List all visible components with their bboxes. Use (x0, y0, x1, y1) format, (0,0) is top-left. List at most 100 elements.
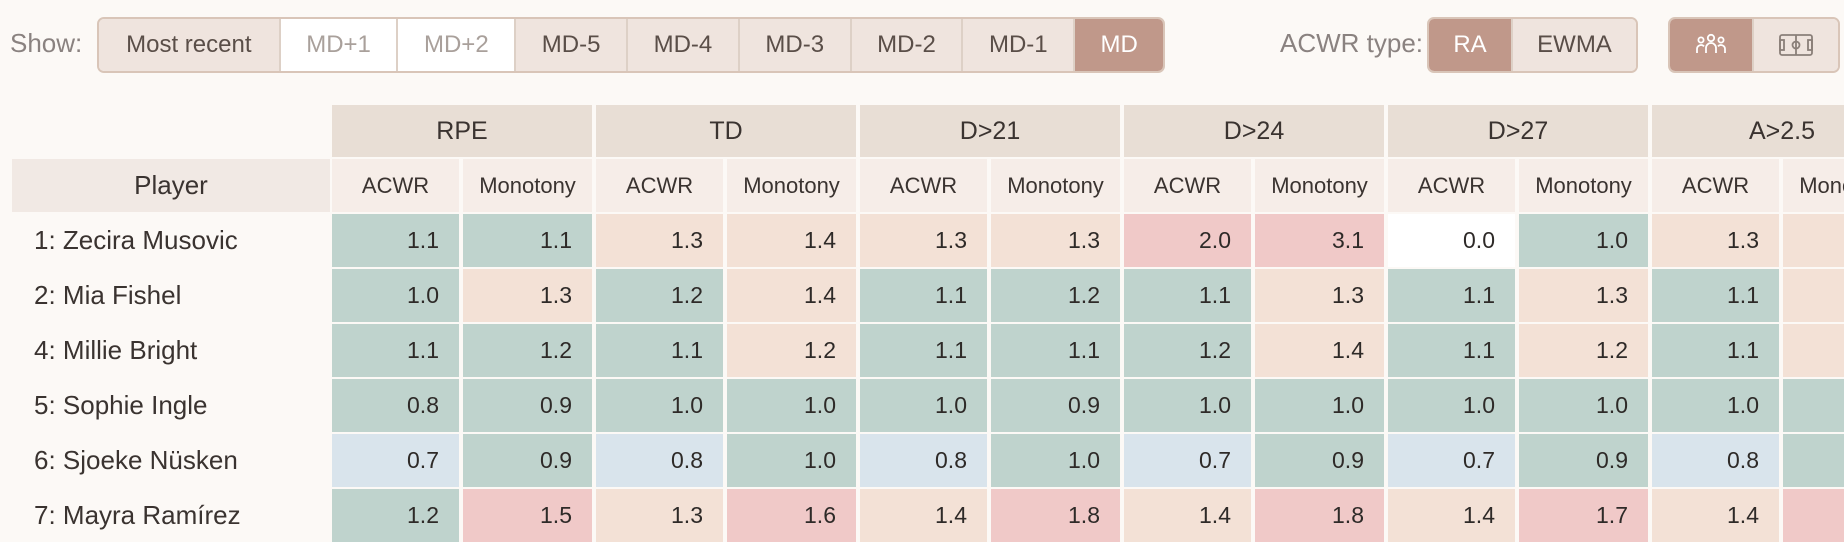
metric-cell[interactable]: 1.8 (991, 489, 1122, 542)
sub-header-monotony[interactable]: Monotony (1783, 159, 1844, 212)
metric-cell[interactable]: 1.4 (1652, 489, 1781, 542)
player-name[interactable]: 4: Millie Bright (12, 324, 330, 377)
player-name[interactable]: 7: Mayra Ramírez (12, 489, 330, 542)
acwr-option-ewma[interactable]: EWMA (1511, 19, 1636, 71)
metric-cell[interactable]: 1.3 (596, 214, 725, 267)
metric-cell[interactable]: 0.8 (596, 434, 725, 487)
metric-cell[interactable]: 1.4 (727, 269, 858, 322)
metric-cell[interactable]: 1.3 (991, 214, 1122, 267)
metric-cell[interactable]: 1.3 (463, 269, 594, 322)
group-header-td[interactable]: TD (596, 105, 858, 157)
metric-cell[interactable]: 1.8 (1255, 489, 1386, 542)
metric-cell[interactable]: 1.0 (727, 434, 858, 487)
metric-cell[interactable]: 1.0 (860, 379, 989, 432)
metric-cell[interactable]: 1.2 (463, 324, 594, 377)
metric-cell[interactable]: 0.7 (1124, 434, 1253, 487)
metric-cell[interactable]: 1.2 (596, 269, 725, 322)
metric-cell[interactable]: 0.8 (860, 434, 989, 487)
group-header-d-24[interactable]: D>24 (1124, 105, 1386, 157)
metric-cell[interactable] (1783, 269, 1844, 322)
metric-cell[interactable]: 1.1 (1652, 269, 1781, 322)
sub-header-acwr[interactable]: ACWR (1652, 159, 1781, 212)
team-view-button[interactable] (1670, 19, 1752, 71)
metric-cell[interactable]: 0.7 (1388, 434, 1517, 487)
metric-cell[interactable]: 0.7 (332, 434, 461, 487)
sub-header-monotony[interactable]: Monotony (463, 159, 594, 212)
sub-header-acwr[interactable]: ACWR (596, 159, 725, 212)
metric-cell[interactable]: 1.3 (596, 489, 725, 542)
metric-cell[interactable]: 1.4 (1124, 489, 1253, 542)
md-option-most-recent[interactable]: Most recent (99, 19, 279, 71)
metric-cell[interactable]: 1.1 (860, 269, 989, 322)
metric-cell[interactable]: 0.9 (463, 434, 594, 487)
metric-cell[interactable]: 1.2 (332, 489, 461, 542)
metric-cell[interactable]: 1.1 (332, 214, 461, 267)
metric-cell[interactable]: 1.1 (1652, 324, 1781, 377)
metric-cell[interactable]: 1.7 (1519, 489, 1650, 542)
metric-cell[interactable]: 1.0 (991, 434, 1122, 487)
md-option-md-3[interactable]: MD-3 (737, 19, 850, 71)
metric-cell[interactable]: 1.1 (596, 324, 725, 377)
metric-cell[interactable]: 0.8 (1652, 434, 1781, 487)
metric-cell[interactable]: 1.4 (1388, 489, 1517, 542)
group-header-rpe[interactable]: RPE (332, 105, 594, 157)
metric-cell[interactable]: 1.4 (860, 489, 989, 542)
md-option-md-2[interactable]: MD+2 (396, 19, 515, 71)
player-column-header[interactable]: Player (12, 159, 330, 212)
metric-cell[interactable]: 3.1 (1255, 214, 1386, 267)
metric-cell[interactable]: 1.3 (1519, 269, 1650, 322)
metric-cell[interactable]: 1.3 (1652, 214, 1781, 267)
metric-cell[interactable] (1783, 379, 1844, 432)
md-option-md[interactable]: MD (1073, 19, 1163, 71)
metric-cell[interactable]: 1.3 (1255, 269, 1386, 322)
metric-cell[interactable]: 1.0 (1652, 379, 1781, 432)
metric-cell[interactable] (1783, 214, 1844, 267)
metric-cell[interactable]: 1.1 (1388, 324, 1517, 377)
metric-cell[interactable]: 1.2 (1519, 324, 1650, 377)
metric-cell[interactable]: 1.1 (332, 324, 461, 377)
metric-cell[interactable]: 1.0 (727, 379, 858, 432)
metric-cell[interactable]: 1.1 (1124, 269, 1253, 322)
player-name[interactable]: 6: Sjoeke Nüsken (12, 434, 330, 487)
group-header-a-2-5[interactable]: A>2.5 (1652, 105, 1844, 157)
metric-cell[interactable]: 1.3 (860, 214, 989, 267)
sub-header-acwr[interactable]: ACWR (860, 159, 989, 212)
group-header-d-27[interactable]: D>27 (1388, 105, 1650, 157)
sub-header-monotony[interactable]: Monotony (1255, 159, 1386, 212)
metric-cell[interactable]: 1.4 (727, 214, 858, 267)
metric-cell[interactable]: 0.0 (1388, 214, 1517, 267)
metric-cell[interactable]: 1.1 (463, 214, 594, 267)
metric-cell[interactable]: 1.0 (1519, 379, 1650, 432)
metric-cell[interactable]: 1.5 (463, 489, 594, 542)
metric-cell[interactable]: 1.0 (596, 379, 725, 432)
metric-cell[interactable]: 1.1 (1388, 269, 1517, 322)
metric-cell[interactable]: 2.0 (1124, 214, 1253, 267)
sub-header-acwr[interactable]: ACWR (1124, 159, 1253, 212)
metric-cell[interactable]: 0.9 (463, 379, 594, 432)
metric-cell[interactable]: 1.0 (1388, 379, 1517, 432)
player-name[interactable]: 2: Mia Fishel (12, 269, 330, 322)
metric-cell[interactable] (1783, 324, 1844, 377)
sub-header-monotony[interactable]: Monotony (1519, 159, 1650, 212)
md-option-md-4[interactable]: MD-4 (626, 19, 738, 71)
metric-cell[interactable]: 0.8 (332, 379, 461, 432)
sub-header-acwr[interactable]: ACWR (1388, 159, 1517, 212)
group-header-d-21[interactable]: D>21 (860, 105, 1122, 157)
metric-cell[interactable]: 0.9 (1255, 434, 1386, 487)
player-name[interactable]: 5: Sophie Ingle (12, 379, 330, 432)
md-option-md-2[interactable]: MD-2 (849, 19, 962, 71)
metric-cell[interactable]: 1.2 (727, 324, 858, 377)
metric-cell[interactable]: 1.4 (1255, 324, 1386, 377)
md-option-md-1[interactable]: MD-1 (961, 19, 1074, 71)
metric-cell[interactable]: 1.0 (1124, 379, 1253, 432)
metric-cell[interactable]: 1.2 (1124, 324, 1253, 377)
md-option-md-5[interactable]: MD-5 (514, 19, 627, 71)
metric-cell[interactable]: 1.0 (332, 269, 461, 322)
metric-cell[interactable]: 1.1 (991, 324, 1122, 377)
metric-cell[interactable]: 1.0 (1255, 379, 1386, 432)
sub-header-monotony[interactable]: Monotony (991, 159, 1122, 212)
md-option-md-1[interactable]: MD+1 (278, 19, 397, 71)
metric-cell[interactable]: 1.2 (991, 269, 1122, 322)
pitch-view-button[interactable] (1752, 19, 1838, 71)
metric-cell[interactable]: 1.1 (860, 324, 989, 377)
